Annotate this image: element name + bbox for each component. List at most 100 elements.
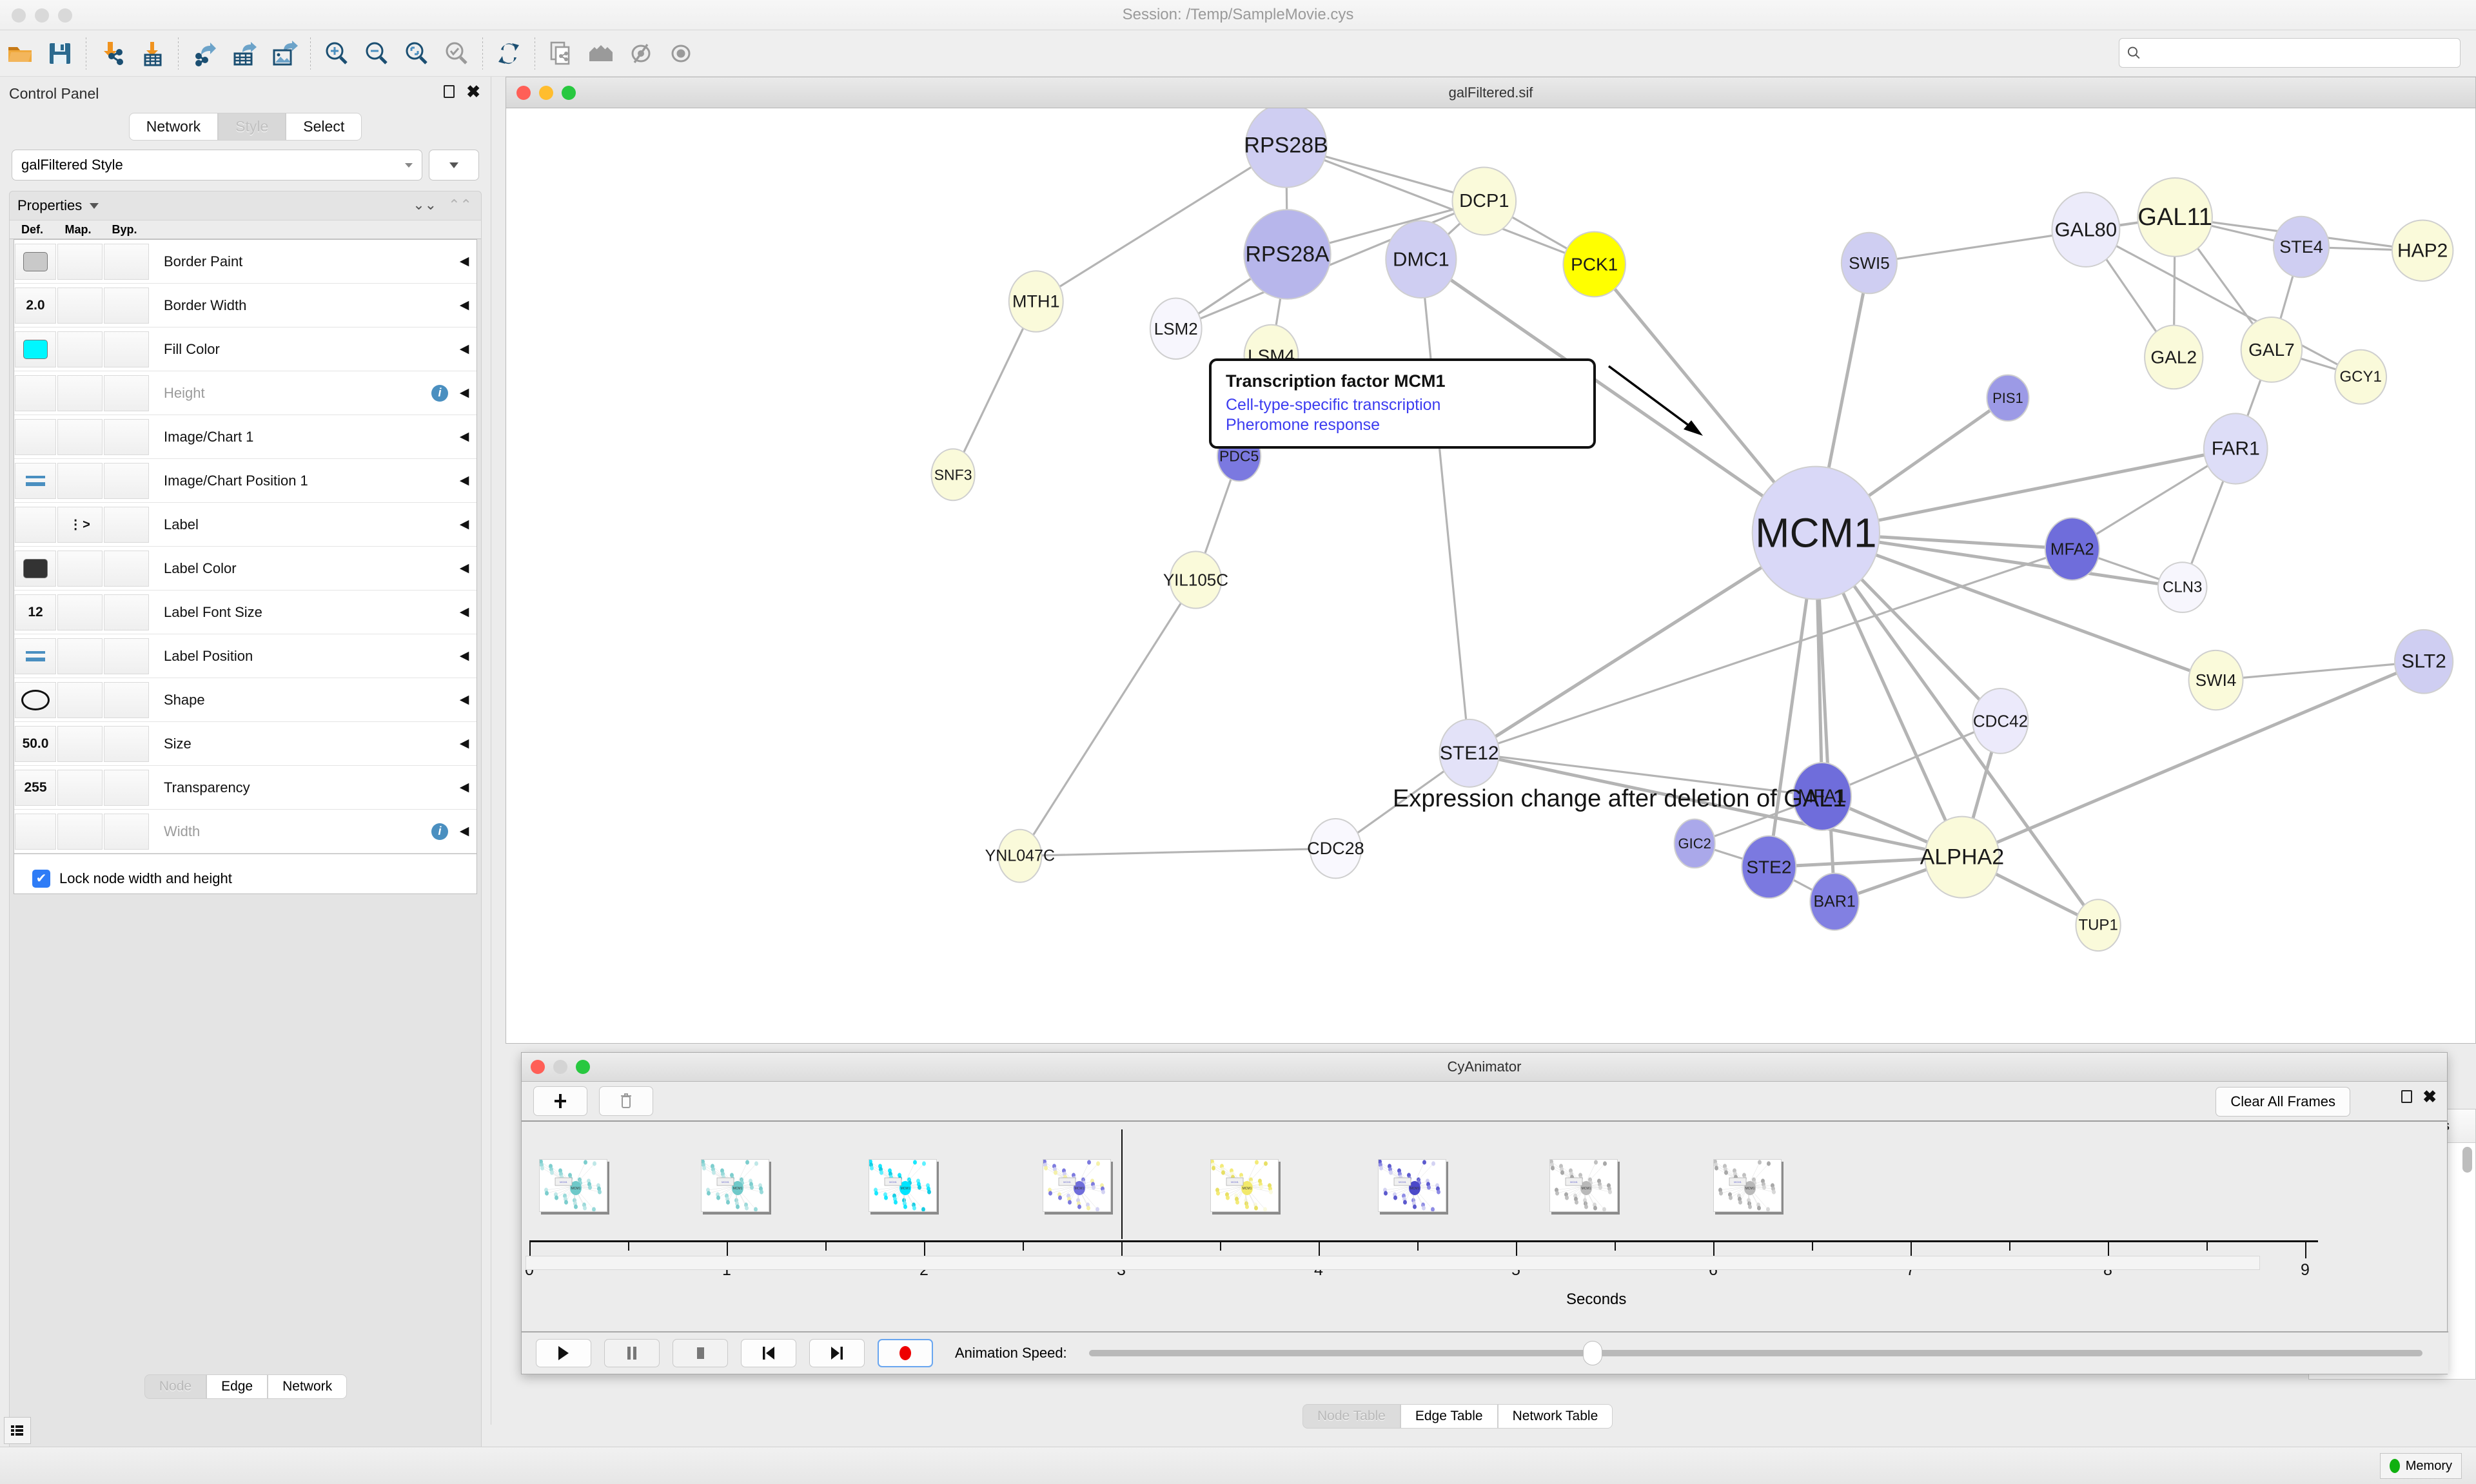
graph-edge[interactable] — [1469, 751, 1963, 859]
frame-thumbnail[interactable]: MCM1 MCM1 — [1042, 1159, 1111, 1212]
expand-arrow-icon[interactable]: ◀ — [459, 298, 469, 312]
cyanimator-timeline[interactable]: MCM1 MCM1 MCM1 MCM1 MCM1 MCM1 MCM1 MCM1 MCM1 MCM1… — [522, 1122, 2447, 1315]
hide-icon[interactable] — [621, 34, 661, 73]
play-button[interactable] — [536, 1339, 591, 1367]
property-default-cell[interactable] — [15, 813, 56, 850]
expand-arrow-icon[interactable]: ◀ — [459, 825, 469, 838]
graph-edge[interactable] — [1961, 659, 2425, 859]
property-bypass-cell[interactable] — [104, 243, 149, 280]
property-mapping-cell[interactable] — [57, 462, 103, 499]
graph-node[interactable]: STE12 — [1439, 718, 1500, 788]
bottom-tab-edge[interactable]: Edge — [206, 1374, 268, 1399]
graph-edge[interactable] — [1420, 258, 1817, 534]
expand-arrow-icon[interactable]: ◀ — [459, 474, 469, 487]
slider-handle[interactable] — [1582, 1341, 1602, 1365]
expand-arrow-icon[interactable]: ◀ — [459, 255, 469, 268]
expand-arrow-icon[interactable]: ◀ — [459, 605, 469, 619]
property-mapping-cell[interactable] — [57, 725, 103, 762]
skip-to-start-button[interactable] — [741, 1339, 796, 1367]
maximize-icon[interactable] — [2401, 1089, 2413, 1103]
property-row[interactable]: Image/Chart Position 1 ◀ — [14, 459, 477, 503]
property-bypass-cell[interactable] — [104, 725, 149, 762]
timeline-frame[interactable]: MCM1 MCM1 — [701, 1159, 770, 1212]
property-mapping-cell[interactable] — [57, 243, 103, 280]
graph-node[interactable]: SWI5 — [1840, 231, 1898, 295]
position-icon[interactable] — [26, 475, 45, 486]
close-window-button[interactable] — [516, 85, 531, 100]
graph-node[interactable]: SNF3 — [930, 448, 976, 502]
style-select-dropdown[interactable]: galFiltered Style — [12, 150, 422, 181]
export-network-icon[interactable] — [184, 34, 224, 73]
expand-arrow-icon[interactable]: ◀ — [459, 649, 469, 663]
graph-node[interactable]: RPS28B — [1244, 108, 1328, 188]
property-row[interactable]: 255 Transparency ◀ — [14, 766, 477, 810]
property-default-cell[interactable] — [15, 506, 56, 543]
property-mapping-cell[interactable] — [57, 594, 103, 630]
minimize-window-button[interactable] — [539, 85, 553, 100]
graph-node[interactable]: YIL105C — [1163, 551, 1228, 609]
skip-to-end-button[interactable] — [809, 1339, 865, 1367]
zoom-window-button[interactable] — [562, 85, 576, 100]
tab-network[interactable]: Network — [128, 113, 219, 141]
frame-thumbnail[interactable]: MCM1 MCM1 — [1210, 1159, 1279, 1212]
tab-style[interactable]: Style — [218, 113, 286, 141]
property-bypass-cell[interactable] — [104, 594, 149, 630]
graph-node[interactable]: TUP1 — [2075, 899, 2121, 952]
network-canvas[interactable]: RPS28B DCP1 RPS28A DMC1 PCK1 SWI5 GAL80 GAL11 ST… — [506, 108, 2475, 1043]
graph-node[interactable]: STE2 — [1741, 835, 1797, 899]
property-bypass-cell[interactable] — [104, 550, 149, 587]
property-mapping-cell[interactable]: ⋮> — [57, 506, 103, 543]
import-table-icon[interactable] — [132, 34, 172, 73]
expand-arrow-icon[interactable]: ◀ — [459, 737, 469, 750]
expand-arrow-icon[interactable]: ◀ — [459, 342, 469, 356]
graph-node[interactable]: MCM1 — [1751, 465, 1881, 600]
graph-edge[interactable] — [1822, 719, 2001, 797]
graph-node[interactable]: RPS28A — [1243, 209, 1331, 300]
graph-node[interactable]: YNL047C — [985, 828, 1055, 883]
property-row[interactable]: Label Color ◀ — [14, 547, 477, 591]
clear-all-frames-button[interactable]: Clear All Frames — [2216, 1087, 2350, 1117]
graph-node[interactable]: CDC28 — [1307, 817, 1364, 879]
maximize-icon[interactable] — [444, 85, 455, 98]
graph-node[interactable]: BAR1 — [1809, 872, 1860, 931]
property-row[interactable]: ⋮> Label ◀ — [14, 503, 477, 547]
graph-node[interactable]: HAP2 — [2391, 219, 2454, 282]
memory-status-button[interactable]: Memory — [2379, 1453, 2462, 1479]
graph-node[interactable]: PCK1 — [1562, 231, 1626, 298]
property-bypass-cell[interactable] — [104, 375, 149, 411]
property-default-cell[interactable] — [15, 681, 56, 718]
close-window-button[interactable] — [531, 1060, 545, 1074]
expand-arrow-icon[interactable]: ◀ — [459, 693, 469, 707]
property-mapping-cell[interactable] — [57, 375, 103, 411]
graph-edge[interactable] — [1469, 752, 1823, 798]
frame-thumbnail[interactable]: MCM1 MCM1 — [1713, 1159, 1782, 1212]
property-mapping-cell[interactable] — [57, 331, 103, 367]
pause-button[interactable] — [604, 1339, 660, 1367]
graph-node[interactable]: PIS1 — [1986, 374, 2030, 422]
close-icon[interactable]: ✖ — [466, 82, 480, 101]
property-default-cell[interactable] — [15, 331, 56, 367]
property-bypass-cell[interactable] — [104, 462, 149, 499]
save-icon[interactable] — [40, 34, 80, 73]
tab-network-table[interactable]: Network Table — [1497, 1404, 1613, 1429]
property-row[interactable]: Shape ◀ — [14, 678, 477, 722]
expand-arrow-icon[interactable]: ◀ — [459, 430, 469, 444]
import-network-icon[interactable] — [92, 34, 132, 73]
property-row[interactable]: Border Paint ◀ — [14, 240, 477, 284]
graph-node[interactable]: MFA1 — [1792, 762, 1852, 832]
close-icon[interactable]: ✖ — [2422, 1086, 2437, 1106]
info-icon[interactable]: i — [431, 384, 448, 402]
property-bypass-cell[interactable] — [104, 681, 149, 718]
frame-thumbnail[interactable]: MCM1 MCM1 — [1377, 1159, 1446, 1212]
property-bypass-cell[interactable] — [104, 638, 149, 674]
graph-edge[interactable] — [1286, 144, 1595, 266]
zoom-in-icon[interactable] — [317, 34, 357, 73]
graph-edge[interactable] — [2216, 660, 2424, 681]
group-icon[interactable] — [581, 34, 621, 73]
graph-node[interactable]: GAL2 — [2144, 324, 2204, 390]
add-frame-button[interactable] — [533, 1086, 587, 1116]
show-icon[interactable] — [661, 34, 701, 73]
table-scrollbar[interactable] — [2462, 1147, 2472, 1173]
window-dot-2[interactable] — [35, 8, 49, 23]
property-row[interactable]: Label Position ◀ — [14, 634, 477, 678]
